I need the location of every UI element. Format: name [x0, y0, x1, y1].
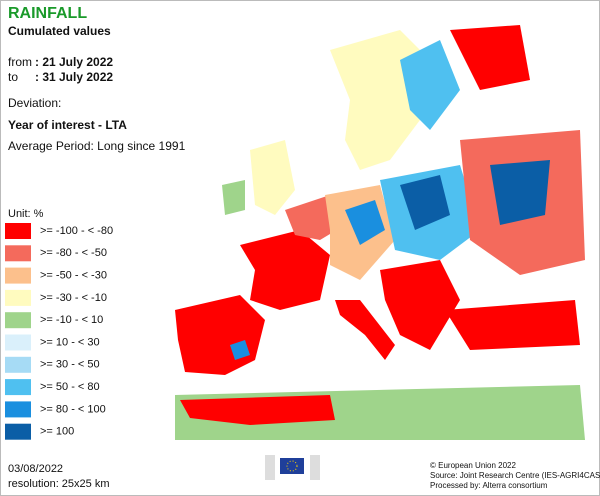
resolution: resolution: 25x25 km: [8, 478, 110, 490]
legend-unit: Unit: %: [8, 208, 44, 220]
germany-wet: [345, 200, 385, 245]
legend-swatch: [5, 401, 31, 418]
legend-swatch: [5, 267, 31, 284]
france: [240, 230, 330, 310]
from-label: from: [8, 55, 32, 69]
legend-label: >= 50 - < 80: [40, 381, 100, 393]
date: 03/08/2022: [8, 463, 63, 475]
legend-label: >= -100 - < -80: [40, 225, 113, 237]
legend-swatch: [5, 334, 31, 351]
legend: >= -100 - < -80 >= -80 - < -50 >= -50 - < …: [5, 223, 113, 440]
subtitle: Cumulated values: [8, 24, 111, 38]
italy: [335, 300, 395, 360]
legend-label: >= 80 - < 100: [40, 403, 106, 415]
from-value: : 21 July 2022: [35, 55, 113, 69]
legend-label: >= -80 - < -50: [40, 247, 107, 259]
map: [175, 25, 585, 440]
africa-dry: [180, 395, 335, 425]
scandinavia-wet: [400, 40, 460, 130]
north-dry: [450, 25, 530, 90]
legend-swatch: [5, 356, 31, 373]
legend-label: >= -10 - < 10: [40, 314, 103, 326]
average-period: Average Period: Long since 1991: [8, 139, 186, 153]
to-value: : 31 July 2022: [35, 70, 113, 84]
balkans: [380, 260, 460, 350]
source: Source: Joint Research Centre (IES-AGRI4…: [430, 471, 600, 480]
deviation: Deviation:: [8, 96, 61, 110]
legend-swatch: [5, 312, 31, 329]
legend-label: >= -30 - < -10: [40, 292, 107, 304]
legend-swatch: [5, 245, 31, 262]
legend-label: >= 10 - < 30: [40, 336, 100, 348]
legend-label: >= 100: [40, 426, 74, 438]
eu-logo: [265, 455, 320, 480]
legend-label: >= 30 - < 50: [40, 359, 100, 371]
legend-swatch: [5, 423, 31, 440]
uk: [250, 140, 295, 215]
ireland: [222, 180, 245, 215]
legend-swatch: [5, 289, 31, 306]
comparison: Year of interest - LTA: [8, 118, 127, 132]
legend-swatch: [5, 379, 31, 396]
legend-swatch: [5, 223, 31, 239]
iberia-wet: [230, 340, 250, 360]
title: RAINFALL: [8, 5, 87, 22]
east-wet: [490, 160, 550, 225]
turkey: [445, 300, 580, 350]
copyright: © European Union 2022: [430, 461, 517, 470]
legend-label: >= -50 - < -30: [40, 270, 107, 282]
poland-wet: [400, 175, 450, 230]
to-label: to: [8, 70, 18, 84]
processed: Processed by: Alterra consortium: [430, 481, 548, 490]
